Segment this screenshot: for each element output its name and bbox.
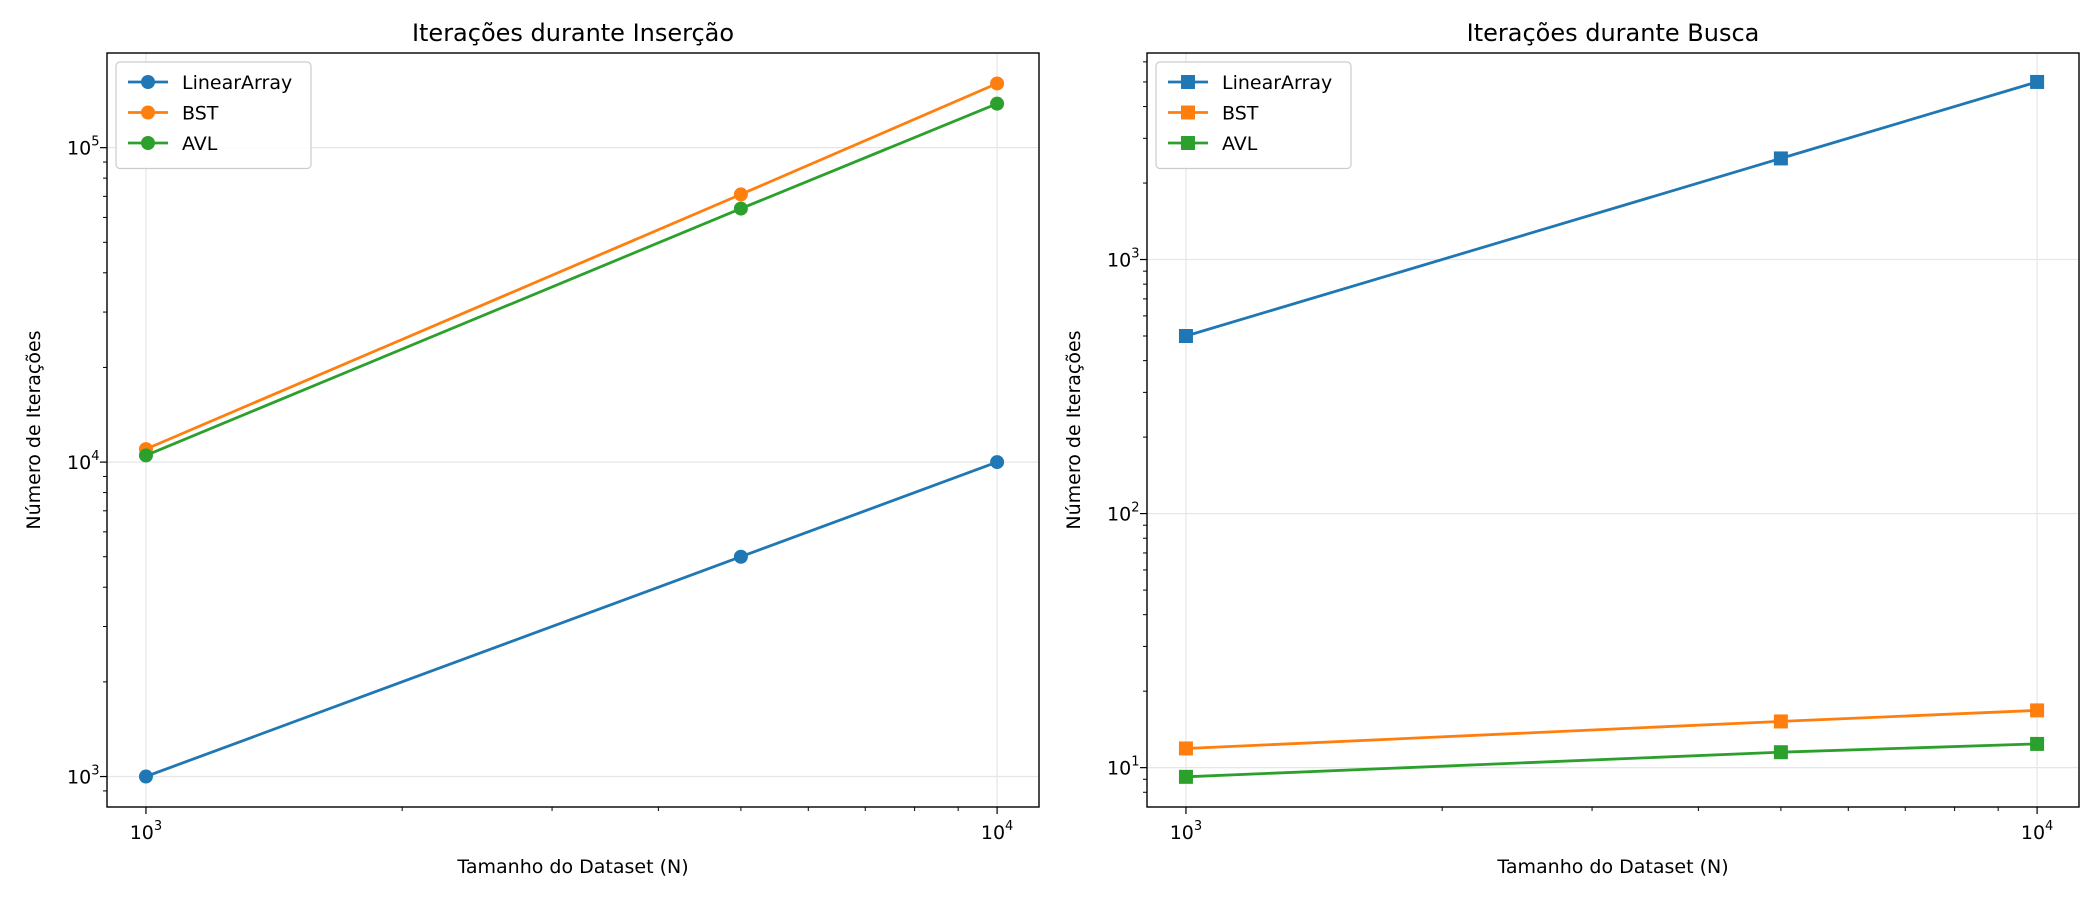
- data-point: [1773, 714, 1788, 729]
- legend-label: LinearArray: [182, 72, 292, 94]
- data-point: [990, 76, 1005, 91]
- legend-swatch-marker: [141, 105, 155, 120]
- legend-label: LinearArray: [1222, 72, 1332, 94]
- x-tick-label: 103: [130, 819, 162, 844]
- y-tick-label-exponent: 5: [91, 135, 99, 150]
- chart-title: Iterações durante Inserção: [412, 19, 734, 47]
- data-point: [1773, 151, 1788, 166]
- y-axis-label: Número de Iterações: [23, 330, 45, 529]
- data-point: [2030, 736, 2045, 751]
- legend-swatch-marker: [1181, 105, 1195, 120]
- y-axis-label: Número de Iterações: [1063, 330, 1085, 529]
- plot-frame: [1146, 52, 2080, 808]
- y-tick-label: 104: [67, 449, 99, 474]
- y-tick-label-exponent: 3: [1131, 247, 1139, 262]
- x-tick-label-base: 10: [1170, 822, 1194, 844]
- y-tick-label-base: 10: [67, 767, 91, 789]
- legend-swatch-marker: [141, 136, 155, 150]
- x-tick-label-exponent: 4: [1005, 819, 1013, 834]
- y-tick-label-exponent: 4: [91, 449, 99, 464]
- y-tick-label: 101: [1107, 755, 1139, 780]
- legend: LinearArray BST AVL: [115, 61, 312, 170]
- legend-label: BST: [182, 103, 219, 125]
- data-point: [990, 455, 1005, 470]
- y-tick-label: 105: [67, 135, 99, 160]
- data-point: [138, 448, 153, 463]
- series-line-lineararray: [145, 460, 998, 778]
- legend-swatch-marker: [1181, 75, 1195, 89]
- x-tick-label-exponent: 4: [2045, 819, 2053, 834]
- x-tick-label-base: 10: [130, 822, 154, 844]
- y-tick-label-base: 10: [1107, 758, 1131, 780]
- x-axis-label: Tamanho do Dataset (N): [1496, 856, 1728, 878]
- data-point: [1178, 769, 1193, 784]
- data-point: [733, 549, 748, 564]
- legend-label: AVL: [1222, 133, 1258, 155]
- data-point: [2030, 703, 2045, 718]
- y-tick-label-exponent: 1: [1131, 755, 1139, 770]
- x-tick-label-exponent: 3: [154, 819, 162, 834]
- data-point: [1178, 329, 1193, 344]
- x-tick-label-base: 10: [981, 822, 1005, 844]
- data-point: [1773, 745, 1788, 760]
- y-tick-label: 103: [67, 764, 99, 789]
- series-line-avl: [1185, 742, 2038, 779]
- legend-swatch-marker: [1181, 136, 1195, 150]
- x-tick-label: 103: [1170, 819, 1202, 844]
- x-tick-label-exponent: 3: [1194, 819, 1202, 834]
- y-tick-label-base: 10: [1107, 504, 1131, 526]
- y-tick-label-base: 10: [67, 452, 91, 474]
- y-tick-label: 103: [1107, 247, 1139, 272]
- y-tick-label-base: 10: [67, 138, 91, 160]
- data-point: [1178, 741, 1193, 756]
- data-point: [733, 201, 748, 216]
- legend-swatch-marker: [141, 75, 155, 89]
- legend-label: AVL: [182, 133, 218, 155]
- y-tick-label-base: 10: [1107, 250, 1131, 272]
- data-point: [138, 769, 153, 784]
- data-point: [733, 187, 748, 202]
- chart-title: Iterações durante Busca: [1467, 19, 1760, 47]
- x-tick-label: 104: [981, 819, 1013, 844]
- x-tick-label: 104: [2021, 819, 2053, 844]
- data-point: [2030, 74, 2045, 89]
- y-tick-label-exponent: 3: [91, 764, 99, 779]
- legend: LinearArray BST AVL: [1155, 61, 1352, 170]
- series-line-bst: [1185, 709, 2038, 750]
- x-axis-label: Tamanho do Dataset (N): [456, 856, 688, 878]
- x-tick-label-base: 10: [2021, 822, 2045, 844]
- legend-label: BST: [1222, 103, 1259, 125]
- plot-frame: [106, 52, 1040, 808]
- y-tick-label-exponent: 2: [1131, 501, 1139, 516]
- data-point: [990, 96, 1005, 111]
- y-tick-label: 102: [1107, 501, 1139, 526]
